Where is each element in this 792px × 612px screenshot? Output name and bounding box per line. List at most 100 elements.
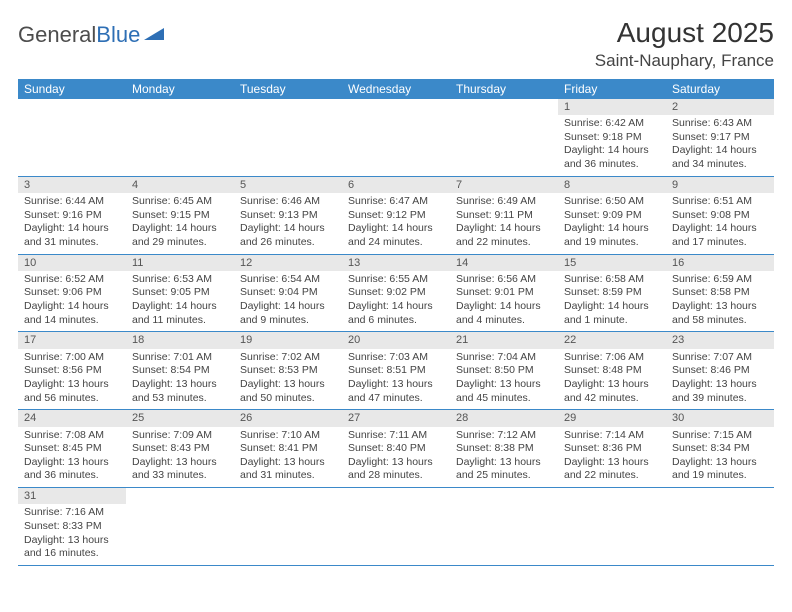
day-body: Sunrise: 6:59 AMSunset: 8:58 PMDaylight:… [666, 271, 774, 332]
logo-text-1: General [18, 22, 96, 48]
day-number: 22 [558, 332, 666, 348]
calendar-cell: 9Sunrise: 6:51 AMSunset: 9:08 PMDaylight… [666, 176, 774, 254]
weekday-header: Wednesday [342, 79, 450, 99]
daylight-line: Daylight: 13 hours and 53 minutes. [132, 378, 228, 405]
calendar-cell-empty [342, 488, 450, 566]
day-number: 23 [666, 332, 774, 348]
logo: GeneralBlue [18, 22, 166, 48]
day-number: 29 [558, 410, 666, 426]
daylight-line: Daylight: 13 hours and 42 minutes. [564, 378, 660, 405]
title-block: August 2025 Saint-Nauphary, France [595, 18, 774, 71]
calendar-cell-empty [342, 99, 450, 176]
calendar-cell: 11Sunrise: 6:53 AMSunset: 9:05 PMDayligh… [126, 254, 234, 332]
day-body: Sunrise: 6:43 AMSunset: 9:17 PMDaylight:… [666, 115, 774, 176]
day-body: Sunrise: 6:53 AMSunset: 9:05 PMDaylight:… [126, 271, 234, 332]
calendar-cell: 24Sunrise: 7:08 AMSunset: 8:45 PMDayligh… [18, 410, 126, 488]
sunset-line: Sunset: 8:41 PM [240, 442, 336, 456]
sunset-line: Sunset: 9:12 PM [348, 209, 444, 223]
day-body: Sunrise: 7:01 AMSunset: 8:54 PMDaylight:… [126, 349, 234, 410]
day-body: Sunrise: 6:42 AMSunset: 9:18 PMDaylight:… [558, 115, 666, 176]
day-body: Sunrise: 7:10 AMSunset: 8:41 PMDaylight:… [234, 427, 342, 488]
daylight-line: Daylight: 14 hours and 34 minutes. [672, 144, 768, 171]
day-number: 14 [450, 255, 558, 271]
calendar-cell-empty [666, 488, 774, 566]
calendar-cell: 7Sunrise: 6:49 AMSunset: 9:11 PMDaylight… [450, 176, 558, 254]
day-number: 17 [18, 332, 126, 348]
sunset-line: Sunset: 9:11 PM [456, 209, 552, 223]
day-number: 25 [126, 410, 234, 426]
calendar-cell: 1Sunrise: 6:42 AMSunset: 9:18 PMDaylight… [558, 99, 666, 176]
daylight-line: Daylight: 13 hours and 36 minutes. [24, 456, 120, 483]
weekday-header: Monday [126, 79, 234, 99]
sunrise-line: Sunrise: 6:55 AM [348, 273, 444, 287]
day-body: Sunrise: 7:08 AMSunset: 8:45 PMDaylight:… [18, 427, 126, 488]
sunset-line: Sunset: 9:02 PM [348, 286, 444, 300]
daylight-line: Daylight: 13 hours and 28 minutes. [348, 456, 444, 483]
sunrise-line: Sunrise: 7:07 AM [672, 351, 768, 365]
sunrise-line: Sunrise: 6:56 AM [456, 273, 552, 287]
day-number: 30 [666, 410, 774, 426]
calendar-cell: 21Sunrise: 7:04 AMSunset: 8:50 PMDayligh… [450, 332, 558, 410]
daylight-line: Daylight: 14 hours and 24 minutes. [348, 222, 444, 249]
daylight-line: Daylight: 14 hours and 17 minutes. [672, 222, 768, 249]
sunset-line: Sunset: 9:17 PM [672, 131, 768, 145]
day-body: Sunrise: 6:52 AMSunset: 9:06 PMDaylight:… [18, 271, 126, 332]
calendar-body: 1Sunrise: 6:42 AMSunset: 9:18 PMDaylight… [18, 99, 774, 566]
day-number: 8 [558, 177, 666, 193]
day-number: 24 [18, 410, 126, 426]
sunrise-line: Sunrise: 6:53 AM [132, 273, 228, 287]
day-body: Sunrise: 7:03 AMSunset: 8:51 PMDaylight:… [342, 349, 450, 410]
calendar-cell: 14Sunrise: 6:56 AMSunset: 9:01 PMDayligh… [450, 254, 558, 332]
sunrise-line: Sunrise: 7:00 AM [24, 351, 120, 365]
sunset-line: Sunset: 9:09 PM [564, 209, 660, 223]
day-number: 28 [450, 410, 558, 426]
sunrise-line: Sunrise: 7:10 AM [240, 429, 336, 443]
sunset-line: Sunset: 8:53 PM [240, 364, 336, 378]
day-body: Sunrise: 7:14 AMSunset: 8:36 PMDaylight:… [558, 427, 666, 488]
sunrise-line: Sunrise: 6:44 AM [24, 195, 120, 209]
sunrise-line: Sunrise: 6:51 AM [672, 195, 768, 209]
day-number: 11 [126, 255, 234, 271]
sunset-line: Sunset: 8:45 PM [24, 442, 120, 456]
sunset-line: Sunset: 8:58 PM [672, 286, 768, 300]
calendar-cell: 16Sunrise: 6:59 AMSunset: 8:58 PMDayligh… [666, 254, 774, 332]
calendar-cell: 17Sunrise: 7:00 AMSunset: 8:56 PMDayligh… [18, 332, 126, 410]
day-number: 13 [342, 255, 450, 271]
calendar-cell: 28Sunrise: 7:12 AMSunset: 8:38 PMDayligh… [450, 410, 558, 488]
sunrise-line: Sunrise: 7:14 AM [564, 429, 660, 443]
sunset-line: Sunset: 9:05 PM [132, 286, 228, 300]
calendar-cell: 4Sunrise: 6:45 AMSunset: 9:15 PMDaylight… [126, 176, 234, 254]
sunrise-line: Sunrise: 7:06 AM [564, 351, 660, 365]
logo-mark-icon [144, 22, 166, 48]
calendar-cell: 31Sunrise: 7:16 AMSunset: 8:33 PMDayligh… [18, 488, 126, 566]
day-body: Sunrise: 7:15 AMSunset: 8:34 PMDaylight:… [666, 427, 774, 488]
day-body: Sunrise: 6:51 AMSunset: 9:08 PMDaylight:… [666, 193, 774, 254]
day-number: 12 [234, 255, 342, 271]
calendar-cell-empty [450, 488, 558, 566]
daylight-line: Daylight: 13 hours and 19 minutes. [672, 456, 768, 483]
sunrise-line: Sunrise: 6:49 AM [456, 195, 552, 209]
calendar-cell: 23Sunrise: 7:07 AMSunset: 8:46 PMDayligh… [666, 332, 774, 410]
calendar-cell-empty [126, 488, 234, 566]
day-number: 18 [126, 332, 234, 348]
weekday-header: Sunday [18, 79, 126, 99]
calendar-cell: 27Sunrise: 7:11 AMSunset: 8:40 PMDayligh… [342, 410, 450, 488]
calendar-cell: 29Sunrise: 7:14 AMSunset: 8:36 PMDayligh… [558, 410, 666, 488]
day-number: 15 [558, 255, 666, 271]
daylight-line: Daylight: 13 hours and 45 minutes. [456, 378, 552, 405]
calendar-cell: 25Sunrise: 7:09 AMSunset: 8:43 PMDayligh… [126, 410, 234, 488]
daylight-line: Daylight: 14 hours and 9 minutes. [240, 300, 336, 327]
calendar-cell-empty [234, 488, 342, 566]
sunrise-line: Sunrise: 6:46 AM [240, 195, 336, 209]
sunset-line: Sunset: 8:59 PM [564, 286, 660, 300]
day-body: Sunrise: 7:00 AMSunset: 8:56 PMDaylight:… [18, 349, 126, 410]
daylight-line: Daylight: 13 hours and 50 minutes. [240, 378, 336, 405]
calendar-cell: 15Sunrise: 6:58 AMSunset: 8:59 PMDayligh… [558, 254, 666, 332]
day-body: Sunrise: 6:58 AMSunset: 8:59 PMDaylight:… [558, 271, 666, 332]
sunset-line: Sunset: 8:50 PM [456, 364, 552, 378]
day-body: Sunrise: 6:56 AMSunset: 9:01 PMDaylight:… [450, 271, 558, 332]
calendar-table: SundayMondayTuesdayWednesdayThursdayFrid… [18, 79, 774, 566]
day-body: Sunrise: 7:04 AMSunset: 8:50 PMDaylight:… [450, 349, 558, 410]
calendar-cell: 20Sunrise: 7:03 AMSunset: 8:51 PMDayligh… [342, 332, 450, 410]
daylight-line: Daylight: 13 hours and 56 minutes. [24, 378, 120, 405]
